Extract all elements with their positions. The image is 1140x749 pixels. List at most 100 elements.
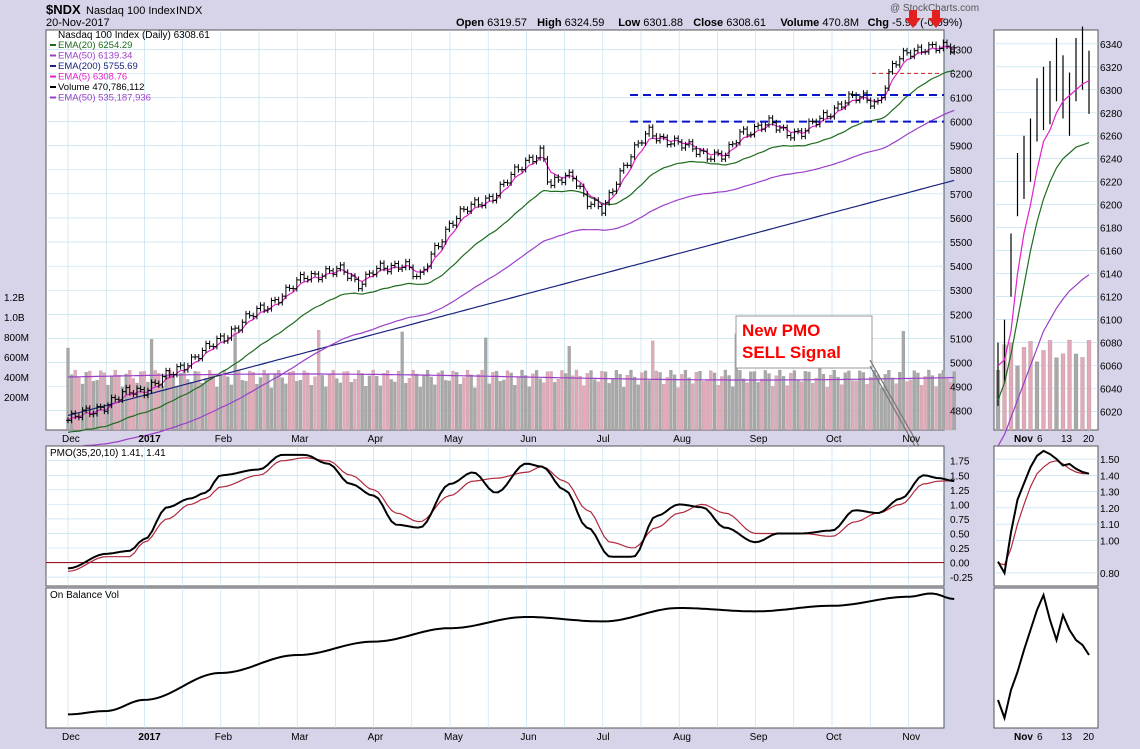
volume-bar [629, 369, 633, 431]
volume-bar [393, 381, 397, 431]
stat-low: Low 6301.88 [618, 17, 683, 29]
volume-bar [306, 372, 310, 431]
price-tick-label: 4800 [950, 407, 973, 418]
volume-bar [182, 370, 186, 431]
volume-bar [509, 372, 513, 431]
volume-bar [451, 370, 455, 431]
annotation-line1: New PMO [742, 321, 820, 340]
volume-bar [803, 371, 807, 431]
zoom-tick-label: 6140 [1100, 270, 1123, 281]
volume-bar [763, 370, 767, 431]
zoom-volume-bar [1041, 350, 1046, 431]
volume-bar [269, 387, 273, 431]
volume-bar [578, 376, 582, 431]
x-axis-label: 2017 [138, 434, 161, 445]
volume-bar [70, 374, 74, 431]
pmo-tick-label: 1.75 [950, 457, 970, 468]
stat-open: Open 6319.57 [456, 17, 527, 29]
pmo-tick-label: -0.25 [950, 573, 973, 584]
volume-bar [77, 377, 81, 431]
zoom-tick-label: 6100 [1100, 316, 1123, 327]
volume-bar [186, 379, 190, 431]
volume-bar [197, 371, 201, 431]
volume-bar [371, 369, 375, 431]
volume-bar [723, 369, 728, 431]
zoom-volume-bar [1073, 353, 1079, 431]
zoom-obv-panel [993, 587, 1099, 729]
volume-bar [832, 369, 836, 431]
volume-bar [258, 377, 263, 431]
volume-bar [124, 373, 128, 431]
zoom-pmo-tick-label: 0.80 [1100, 569, 1120, 580]
pmo-tick-label: 1.50 [950, 471, 970, 482]
volume-bar [171, 375, 175, 431]
price-tick-label: 5400 [950, 262, 973, 273]
volume-bar [622, 387, 626, 431]
zoom-price-axis: 6020 6040 6060 6080 6100 6120 6140 6160 6180 6200… [1100, 40, 1123, 419]
volume-bar [636, 384, 640, 431]
volume-bar [938, 373, 942, 431]
volume-bar [919, 385, 924, 431]
volume-bar [705, 379, 709, 431]
watermark: @ StockCharts.com [890, 3, 979, 14]
volume-bar [738, 370, 742, 431]
volume-bar [407, 378, 412, 431]
obv-x-labels: Dec 2017 Feb Mar Apr May Jun Jul Aug Sep Oct Nov [62, 732, 920, 743]
zoom-x-label: Nov [1014, 434, 1033, 445]
volume-bar [553, 382, 557, 431]
volume-bar [549, 371, 553, 431]
volume-bar [810, 383, 815, 431]
volume-bar [73, 370, 77, 431]
zoom-tick-label: 6160 [1100, 247, 1123, 258]
zoom-pmo-tick-label: 1.50 [1100, 455, 1120, 466]
volume-bar [382, 373, 386, 431]
sell-signal-arrows [905, 10, 944, 28]
x-axis-label: Apr [368, 434, 384, 445]
volume-bar [720, 376, 724, 431]
volume-bar [927, 369, 931, 431]
volume-bar [342, 371, 346, 431]
volume-bar [869, 377, 873, 431]
pmo-tick-label: 0.25 [950, 544, 970, 555]
volume-bar [102, 372, 106, 431]
zoom-tick-label: 6300 [1100, 86, 1123, 97]
pmo-axis: -0.25 0.00 0.25 0.50 0.75 1.00 1.25 1.50 1.75 [950, 457, 973, 584]
zoom-tick-label: 6020 [1100, 408, 1123, 419]
price-tick-label: 5600 [950, 214, 973, 225]
volume-bar [88, 370, 92, 431]
obv-title: On Balance Vol [50, 590, 119, 601]
price-tick-label: 6200 [950, 69, 973, 80]
volume-bar [433, 384, 437, 431]
volume-bar [295, 381, 299, 431]
price-tick-label: 5800 [950, 166, 973, 177]
volume-bar [320, 375, 324, 431]
volume-bar [934, 386, 938, 431]
price-tick-label: 5900 [950, 142, 973, 153]
volume-bar [146, 381, 150, 431]
price-panel-title: Nasdaq 100 Index (Daily) 6308.61 [58, 30, 210, 41]
ohlc-stats: Open 6319.57 High 6324.59 Low 6301.88 Close… [456, 17, 962, 29]
zoom-tick-label: 6180 [1100, 224, 1123, 235]
ema50-line [67, 109, 955, 448]
volume-bar [429, 376, 433, 431]
zoom-pmo-tick-label: 1.20 [1100, 504, 1120, 515]
volume-bar [346, 371, 350, 431]
stat-volume: Volume 470.8M [780, 17, 859, 29]
volume-bar [821, 374, 826, 431]
zoom-tick-label: 6060 [1100, 362, 1123, 373]
volume-bar [444, 380, 448, 431]
volume-bar [669, 369, 673, 431]
x-axis-label: Feb [215, 732, 233, 743]
volume-bar [952, 371, 956, 431]
annotation-box [735, 315, 873, 369]
sell-arrow-icon [905, 10, 921, 28]
volume-bar [683, 370, 688, 431]
zoom-volume-bar [1067, 339, 1072, 431]
volume-bar [691, 383, 695, 431]
volume-tick-label: 200M [4, 393, 29, 404]
volume-bar [709, 370, 713, 431]
volume-bar [618, 373, 622, 431]
zoom-volume-bar [1080, 357, 1085, 431]
volume-bar [338, 382, 343, 431]
x-axis-label: Aug [673, 434, 691, 445]
